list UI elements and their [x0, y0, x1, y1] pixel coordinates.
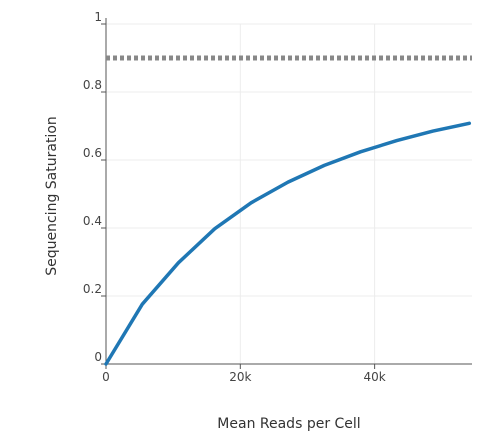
y-tick-label-3: 0.6	[83, 146, 102, 160]
x-tick-label-2: 40k	[364, 370, 386, 384]
x-tick-label-0: 0	[102, 370, 110, 384]
x-axis-title: Mean Reads per Cell	[217, 416, 360, 432]
x-tick-label-1: 20k	[229, 370, 251, 384]
y-tick-label-5: 1	[94, 10, 102, 24]
y-axis-title: Sequencing Saturation	[44, 116, 60, 276]
y-tick-label-4: 0.8	[83, 78, 102, 92]
saturation-curve	[104, 121, 472, 366]
tick-labels: 0 0.2 0.4 0.6 0.8 1 0 20k 40k	[83, 10, 386, 384]
y-tick-label-1: 0.2	[83, 282, 102, 296]
y-tick-label-2: 0.4	[83, 214, 102, 228]
grid	[106, 23, 472, 364]
series-group	[104, 55, 472, 366]
axes	[101, 18, 472, 369]
y-tick-label-0: 0	[94, 350, 102, 364]
